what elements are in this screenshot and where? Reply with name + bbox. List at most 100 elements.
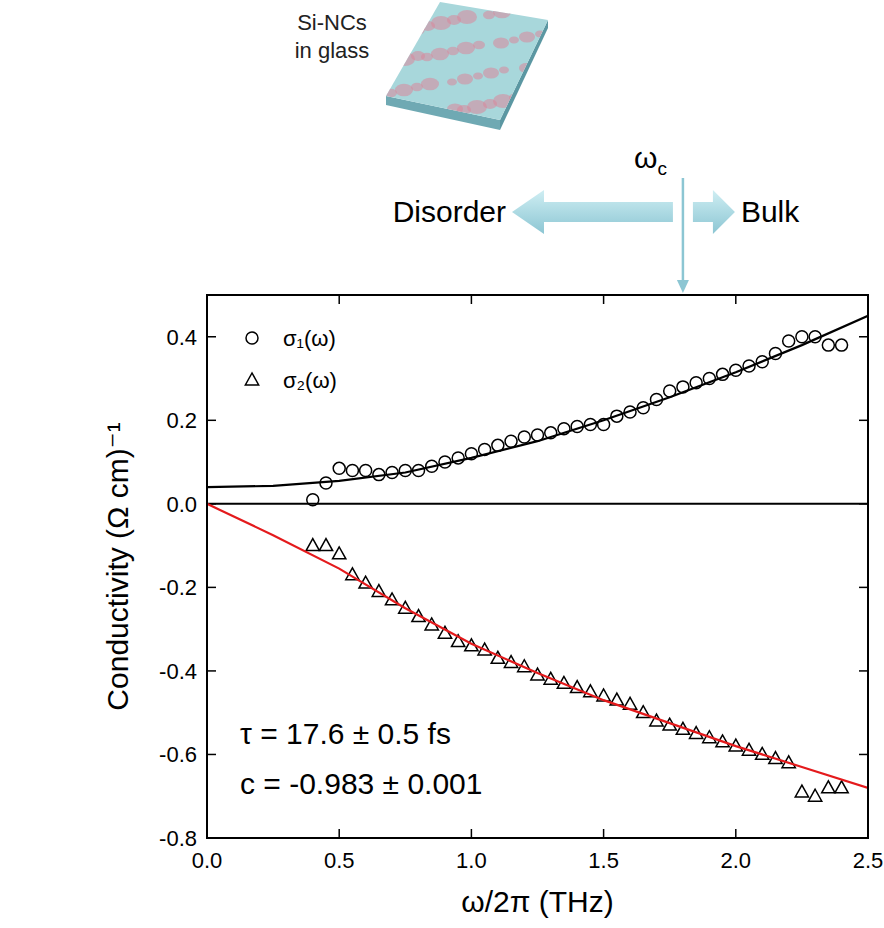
x-tick bbox=[338, 829, 340, 838]
nanocrystal bbox=[519, 63, 533, 73]
y-tick bbox=[207, 670, 216, 672]
y-tick bbox=[859, 670, 868, 672]
data-point bbox=[333, 547, 346, 559]
nanocrystal bbox=[457, 73, 473, 84]
critical-label: ωc bbox=[634, 141, 667, 179]
y-tick bbox=[859, 754, 868, 756]
data-point bbox=[822, 781, 835, 793]
y-tick bbox=[859, 336, 868, 338]
bulk-arrow bbox=[693, 190, 735, 234]
nanocrystal bbox=[529, 90, 547, 103]
nanocrystal bbox=[535, 31, 545, 38]
x-tick-label: 0.0 bbox=[192, 848, 223, 873]
nanocrystal bbox=[509, 37, 519, 44]
slab-illustration bbox=[385, 0, 549, 130]
plot-background bbox=[207, 295, 868, 838]
nanocrystal bbox=[431, 48, 449, 61]
data-point bbox=[346, 464, 358, 476]
nanocrystal bbox=[395, 115, 411, 126]
nanocrystal bbox=[411, 115, 421, 122]
nanocrystal bbox=[493, 6, 511, 19]
nanocrystals bbox=[385, 0, 549, 127]
fit-line bbox=[207, 316, 868, 487]
scatter-series bbox=[307, 331, 848, 506]
nanocrystal bbox=[447, 79, 457, 86]
plot-frame bbox=[207, 295, 868, 838]
x-axis-title: ω/2π (THz) bbox=[461, 885, 613, 918]
fit-annotation: c = -0.983 ± 0.001 bbox=[240, 767, 482, 800]
data-point bbox=[333, 462, 345, 474]
nanocrystal bbox=[529, 58, 549, 72]
disorder-label: Disorder bbox=[393, 195, 506, 228]
data-point bbox=[360, 464, 372, 476]
y-tick-label: -0.2 bbox=[159, 575, 197, 600]
nanocrystal bbox=[385, 25, 401, 36]
data-point bbox=[306, 539, 319, 551]
x-tick bbox=[735, 295, 737, 304]
y-tick-label: -0.6 bbox=[159, 742, 197, 767]
fit-annotation: τ = 17.6 ± 0.5 fs bbox=[240, 717, 451, 750]
data-point bbox=[307, 494, 319, 506]
legend-label: σ₂(ω) bbox=[283, 368, 337, 393]
nanocrystal bbox=[421, 78, 439, 91]
axes: 0.0 0.5 1.0 1.5 2.0 2.5 -0.8 -0.6 -0.4 -0.2 0.0 0.2… bbox=[159, 295, 883, 873]
y-tick bbox=[207, 587, 216, 589]
critical-subscript: c bbox=[657, 158, 667, 179]
arrow-shaft bbox=[682, 178, 685, 282]
nanocrystal bbox=[437, 109, 447, 116]
critical-arrow bbox=[677, 178, 689, 293]
sample-label: Si-NCs bbox=[297, 10, 367, 35]
legend: σ₁(ω) σ₂(ω) bbox=[245, 326, 337, 393]
data-point bbox=[796, 331, 808, 343]
nanocrystal bbox=[473, 41, 485, 49]
slab-top bbox=[386, 2, 548, 120]
nanocrystal bbox=[493, 37, 509, 48]
data-point bbox=[836, 339, 848, 351]
scatter-series bbox=[306, 539, 848, 802]
y-tick-label: -0.8 bbox=[159, 826, 197, 851]
legend-label: σ₁(ω) bbox=[283, 326, 336, 351]
critical-symbol: ω bbox=[634, 141, 657, 174]
reference-line bbox=[207, 503, 868, 505]
x-tick bbox=[735, 829, 737, 838]
arrow-head bbox=[677, 280, 689, 293]
x-tick-label: 0.5 bbox=[324, 848, 355, 873]
data-point bbox=[835, 781, 848, 793]
nanocrystal bbox=[385, 1, 395, 8]
data-point bbox=[399, 464, 411, 476]
y-tick-label: 0.0 bbox=[166, 492, 197, 517]
data-point bbox=[808, 789, 821, 801]
x-tick bbox=[338, 295, 340, 304]
x-tick bbox=[603, 829, 605, 838]
x-tick-label: 1.0 bbox=[456, 848, 487, 873]
nanocrystal bbox=[499, 67, 509, 74]
figure: Si-NCs in glass ωc Disorder Bulk 0.0 0.5 1.0 1.5… bbox=[0, 0, 884, 928]
nanocrystal bbox=[405, 22, 425, 36]
data-point bbox=[822, 339, 834, 351]
nanocrystal bbox=[457, 42, 475, 55]
nanocrystal bbox=[473, 73, 483, 80]
disorder-arrow bbox=[512, 190, 673, 234]
nanocrystal bbox=[421, 109, 437, 120]
x-tick-label: 2.5 bbox=[853, 848, 884, 873]
nanocrystal bbox=[395, 84, 413, 97]
fit-line bbox=[207, 504, 868, 788]
y-tick bbox=[859, 587, 868, 589]
x-tick bbox=[471, 295, 473, 304]
data-point bbox=[783, 335, 795, 347]
data-point bbox=[795, 785, 808, 797]
x-tick-label: 1.5 bbox=[588, 848, 619, 873]
y-tick bbox=[207, 754, 216, 756]
bulk-label: Bulk bbox=[741, 195, 800, 228]
nanocrystal bbox=[385, 57, 399, 67]
x-tick bbox=[603, 295, 605, 304]
x-tick-label: 2.0 bbox=[721, 848, 752, 873]
data-point bbox=[386, 467, 398, 479]
y-tick-label: -0.4 bbox=[159, 659, 197, 684]
y-tick-label: 0.2 bbox=[166, 408, 197, 433]
legend-marker bbox=[245, 373, 258, 385]
x-tick bbox=[471, 829, 473, 838]
data-marks bbox=[207, 316, 868, 801]
y-tick bbox=[207, 336, 216, 338]
sample-label: in glass bbox=[295, 38, 370, 63]
